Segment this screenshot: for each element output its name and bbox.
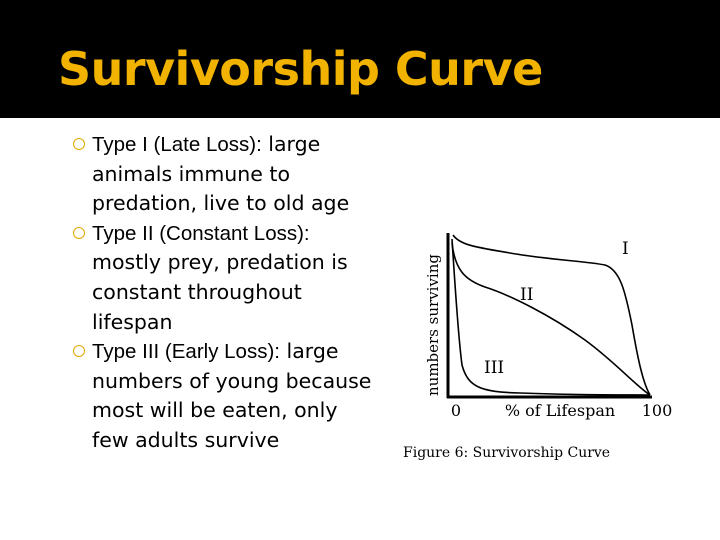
curve-type-2	[451, 242, 651, 396]
x-axis-label: % of Lifespan	[505, 401, 615, 420]
bullet-text: mostly prey, predation is constant throu…	[92, 250, 348, 334]
curve-type-1	[452, 234, 651, 396]
bullet-type-3: Type III (Early Loss): large numbers of …	[72, 337, 372, 455]
bullet-text: large numbers of young because most will…	[92, 339, 372, 452]
x-tick-start: 0	[451, 401, 461, 420]
curve-label-type-2: II	[520, 285, 533, 305]
bullet-heading: Type II (Constant Loss):	[92, 221, 310, 245]
circle-bullet-icon	[73, 226, 85, 239]
slide-title: Survivorship Curve	[58, 42, 543, 96]
survivorship-diagram: numbers surviving I II III 0 % of Lifesp…	[403, 233, 673, 461]
circle-bullet-icon	[73, 138, 85, 150]
survivorship-figure: numbers surviving I II III 0 % of Lifesp…	[400, 215, 700, 465]
bullet-text: large animals immune to predation, live …	[92, 132, 350, 216]
bullet-heading: Type III (Early Loss):	[92, 340, 280, 364]
bullet-list: Type I (Late Loss): large animals immune…	[72, 130, 372, 456]
figure-caption: Figure 6: Survivorship Curve	[403, 445, 610, 461]
x-tick-end: 100	[642, 401, 673, 420]
bullet-heading: Type I (Late Loss):	[92, 133, 262, 156]
circle-bullet-icon	[73, 345, 85, 358]
y-axis-label: numbers surviving	[424, 254, 442, 396]
bullet-type-1: Type I (Late Loss): large animals immune…	[72, 130, 372, 219]
title-bar: Survivorship Curve	[0, 0, 720, 118]
curve-label-type-3: III	[484, 358, 504, 378]
curve-label-type-1: I	[622, 239, 629, 259]
curve-type-3	[451, 238, 651, 396]
bullet-type-2: Type II (Constant Loss): mostly prey, pr…	[72, 219, 372, 337]
